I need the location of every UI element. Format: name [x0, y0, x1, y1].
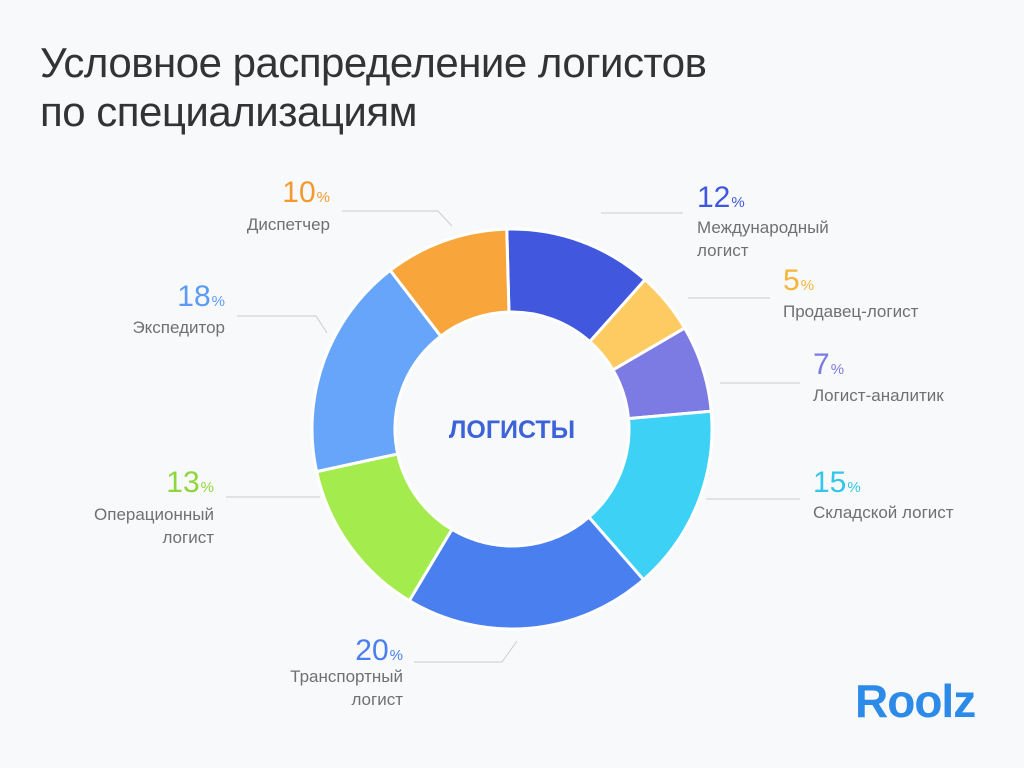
chart-title-line-1: Условное распределение логистов [40, 39, 707, 86]
chart-title: Условное распределение логистов по специ… [40, 38, 800, 136]
category-label-warehouse: Складской логист [813, 503, 954, 522]
value-label-forwarder: 18% [177, 280, 225, 313]
roolz-logo: Roolz [855, 675, 976, 727]
value-label-dispatcher: 10% [282, 176, 330, 209]
value-label-operations: 13% [166, 466, 214, 499]
category-label-dispatcher: Диспетчер [247, 215, 330, 234]
center-label: ЛОГИСТЫ [449, 416, 575, 444]
category-label-operations-2: логист [162, 528, 214, 547]
value-label-analyst: 7% [813, 348, 844, 381]
category-label-seller: Продавец-логист [783, 302, 919, 321]
slice-forwarder [310, 268, 443, 474]
category-label-analyst: Логист-аналитик [813, 386, 944, 405]
slice-dispatcher [388, 227, 511, 338]
value-label-seller: 5% [783, 264, 814, 297]
category-label-international-1: Международный [697, 218, 829, 237]
value-label-warehouse: 15% [813, 466, 861, 499]
chart-title-line-2: по специализациям [40, 88, 417, 135]
category-label-international-2: логист [697, 241, 749, 260]
slice-transport [407, 515, 645, 631]
donut-slices [310, 227, 714, 631]
value-label-international: 12% [697, 181, 745, 214]
leader-line-transport [414, 640, 518, 663]
category-label-transport-2: логист [351, 690, 403, 709]
category-label-forwarder: Экспедитор [132, 318, 225, 337]
value-label-transport: 20% [355, 634, 403, 667]
category-label-transport-1: Транспортный [290, 667, 403, 686]
leader-line-dispatcher [342, 210, 453, 227]
leader-line-forwarder [237, 315, 328, 334]
category-label-operations-1: Операционный [94, 505, 214, 524]
